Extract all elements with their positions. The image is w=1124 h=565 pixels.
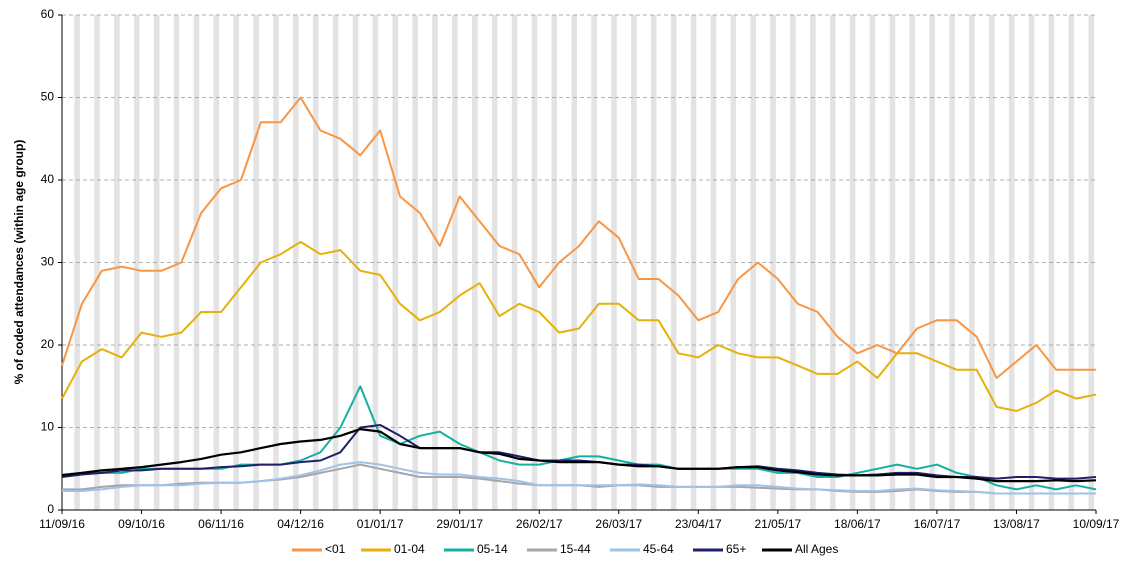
weekend-stripe (611, 15, 617, 510)
legend-label: 01-04 (394, 542, 425, 556)
weekend-stripe (969, 15, 975, 510)
weekend-stripe (869, 15, 876, 510)
weekend-stripe (631, 15, 637, 510)
weekend-stripe (511, 15, 518, 510)
series-line (62, 461, 1096, 495)
y-tick-label: 20 (41, 337, 55, 351)
y-tick-label: 60 (41, 7, 55, 21)
weekend-stripe (472, 15, 478, 510)
y-tick-label: 50 (41, 90, 55, 104)
x-tick-label: 23/04/17 (675, 517, 722, 531)
weekend-stripe (770, 15, 776, 510)
y-tick-label: 0 (47, 502, 54, 516)
legend-label: All Ages (795, 542, 838, 556)
x-tick-label: 04/12/16 (277, 517, 324, 531)
x-tick-label: 29/01/17 (436, 517, 483, 531)
x-tick-label: 06/11/16 (198, 517, 244, 531)
y-tick-label: 40 (41, 172, 55, 186)
weekend-stripe (253, 15, 259, 510)
x-tick-label: 26/03/17 (595, 517, 642, 531)
y-tick-label: 30 (41, 255, 55, 269)
legend-label: 15-44 (560, 542, 591, 556)
weekend-stripe (730, 15, 737, 510)
series-line (61, 424, 1097, 480)
weekend-stripe (1008, 15, 1015, 510)
x-tick-label: 26/02/17 (516, 517, 563, 531)
y-axis-label: % of coded attendances (within age group… (12, 140, 26, 385)
weekend-stripe (233, 15, 239, 510)
weekend-stripe (889, 15, 896, 510)
weekend-stripe (491, 15, 498, 510)
legend-label: 05-14 (477, 542, 508, 556)
legend-label: <01 (325, 542, 346, 556)
y-tick-label: 10 (41, 420, 55, 434)
x-tick-label: 11/09/16 (39, 517, 85, 531)
legend-label: 65+ (726, 542, 746, 556)
weekend-stripe (94, 15, 100, 510)
x-tick-label: 09/10/16 (118, 517, 165, 531)
x-tick-label: 16/07/17 (914, 517, 961, 531)
weekend-stripe (392, 15, 399, 510)
weekend-stripe (352, 15, 359, 510)
legend-label: 45-64 (643, 542, 674, 556)
series-line (61, 428, 1097, 483)
weekend-stripe (989, 15, 995, 510)
series-line (61, 96, 1096, 379)
weekend-stripe (133, 15, 140, 510)
x-tick-label: 13/08/17 (993, 517, 1040, 531)
x-tick-label: 01/01/17 (357, 517, 404, 531)
weekend-stripe (372, 15, 379, 510)
weekend-stripe (114, 15, 120, 510)
x-tick-label: 21/05/17 (754, 517, 801, 531)
x-tick-label: 18/06/17 (834, 517, 881, 531)
weekend-stripe (750, 15, 756, 510)
weekend-stripe (849, 15, 856, 510)
series-line (61, 240, 1097, 412)
x-tick-label: 10/09/17 (1073, 517, 1120, 531)
